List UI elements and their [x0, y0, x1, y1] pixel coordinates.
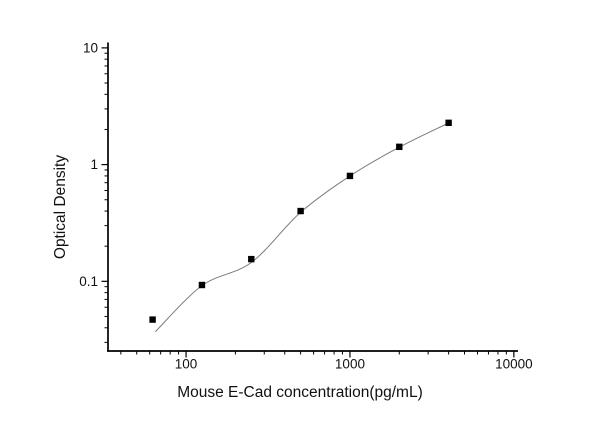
data-point-marker: [149, 316, 156, 323]
x-tick-label: 100: [175, 357, 198, 372]
data-point-marker: [396, 143, 403, 151]
data-point-marker: [346, 172, 354, 180]
data-point-marker: [445, 119, 452, 127]
x-axis-title: Mouse E-Cad concentration(pg/mL): [177, 384, 423, 401]
data-point-marker: [297, 207, 304, 215]
y-tick-label: 1: [90, 157, 98, 172]
y-axis-title: Optical Density: [52, 154, 69, 260]
x-tick-label: 10000: [495, 357, 533, 372]
data-point-marker: [248, 255, 255, 263]
y-tick-label: 0.1: [79, 274, 98, 289]
y-tick-label: 10: [83, 40, 98, 55]
x-tick-label: 1000: [335, 357, 365, 372]
data-point-marker: [198, 281, 206, 289]
fit-curve-line: [155, 122, 449, 333]
